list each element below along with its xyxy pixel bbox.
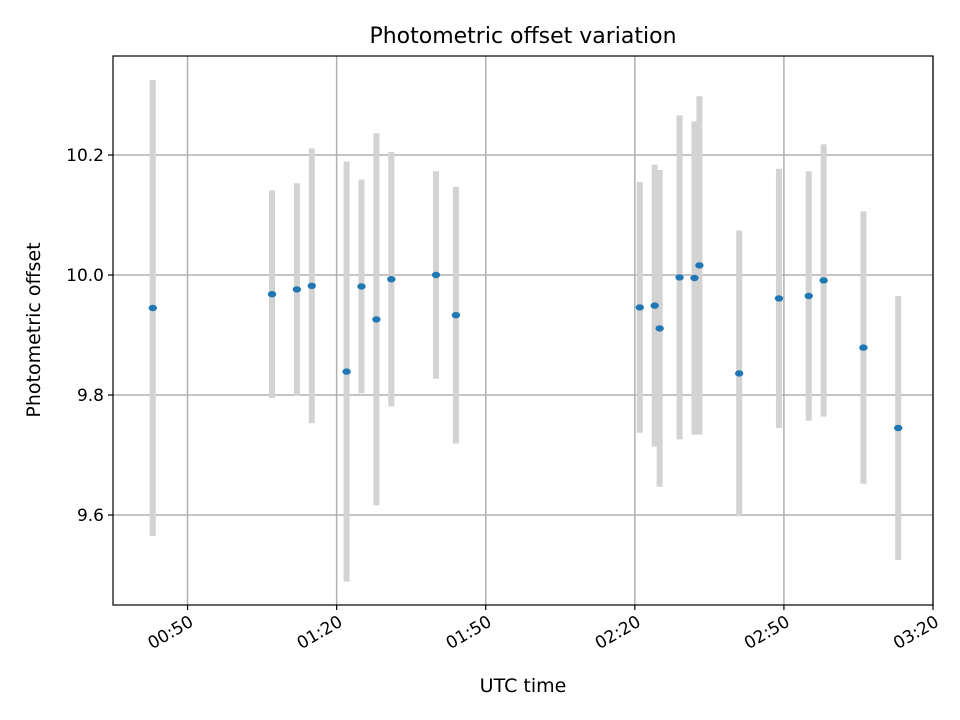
data-point [307,282,316,289]
x-axis-label: UTC time [480,675,567,697]
data-point [894,424,903,432]
y-axis-label: Photometric offset [23,242,45,417]
data-point [655,325,664,332]
data-point [431,271,441,279]
data-point [357,283,366,290]
data-point [148,304,157,312]
data-point [451,312,461,319]
y-axis: 9.6 9.8 10.0 10.2 [66,146,113,526]
data-point [292,286,302,293]
data-point [690,274,699,282]
chart-title: Photometric offset variation [369,24,676,49]
data-points [148,262,903,432]
y-tick-label: 9.6 [77,506,104,526]
data-point [342,368,351,375]
data-point [774,295,784,302]
data-point [675,274,684,281]
y-tick-label: 10.2 [66,146,104,166]
data-point [859,344,868,351]
data-point [734,370,744,377]
data-point [819,277,828,284]
data-point [267,291,277,298]
y-tick-label: 9.8 [77,386,104,406]
data-point [695,262,704,269]
data-point [387,276,396,283]
data-point [804,292,813,300]
data-point [635,304,644,311]
y-tick-label: 10.0 [66,266,104,286]
data-point [372,316,381,323]
data-point [650,302,659,309]
plot-frame [112,55,934,606]
